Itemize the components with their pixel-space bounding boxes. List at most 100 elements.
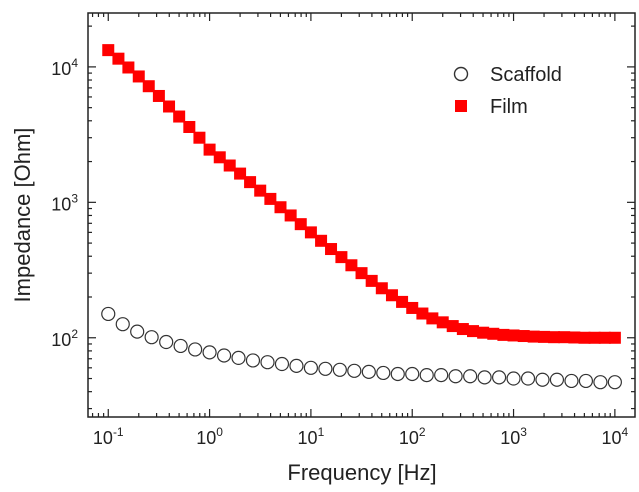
data-point-scaffold [491,370,507,385]
data-point-scaffold [549,372,565,387]
data-point-film [497,328,510,341]
data-point-scaffold [318,361,333,376]
data-point-film [588,331,601,344]
y-tick-label: 102 [51,327,78,350]
data-point-film [274,201,287,214]
data-point-film [102,44,115,57]
data-point-scaffold [477,370,492,385]
x-tick-label: 102 [399,425,426,448]
data-point-film [193,131,206,144]
data-point-scaffold [361,364,376,379]
data-point-scaffold [405,366,420,382]
data-point-scaffold [231,350,246,366]
data-point-film [335,251,348,264]
data-point-scaffold [434,368,449,383]
data-point-film [578,331,591,344]
data-point-film [487,327,500,340]
data-point-scaffold [463,369,478,384]
data-point-film [132,70,145,83]
data-point-scaffold [347,363,362,378]
data-point-film [315,234,328,247]
x-tick-label: 101 [298,425,325,448]
x-tick-label: 104 [602,425,629,448]
data-point-film [527,330,540,343]
data-point-scaffold [216,348,232,363]
data-point-film [142,80,155,93]
data-point-scaffold [593,375,608,390]
data-point-scaffold [448,369,463,384]
data-point-film [558,331,571,344]
data-point-film [477,326,490,339]
data-point-scaffold [202,345,217,360]
data-point-film [467,325,480,338]
data-point-scaffold [520,371,536,386]
data-point-film [244,176,257,189]
data-point-film [325,243,338,256]
data-point-film [598,331,611,344]
y-tick-label: 103 [51,191,78,214]
data-point-scaffold [159,334,174,350]
data-point-scaffold [419,368,434,383]
data-point-scaffold [564,373,579,389]
data-point-film [538,330,551,343]
data-point-film [213,151,226,164]
data-point-film [548,331,561,344]
legend-scaffold-label: Scaffold [490,64,562,86]
data-point-film [183,120,196,133]
data-point-film [456,323,469,336]
data-point-scaffold [188,342,203,357]
data-point-film [173,110,186,123]
series-layer [101,44,622,390]
data-point-film [345,259,358,272]
data-point-film [203,143,216,156]
data-point-scaffold [607,375,622,390]
data-point-scaffold [260,355,275,370]
data-point-film [152,89,165,102]
series-film [102,44,621,344]
data-point-film [385,289,398,302]
data-point-scaffold [303,360,319,375]
data-point-film [355,267,368,280]
data-point-scaffold [144,330,159,345]
data-point-film [365,274,378,287]
legend: Scaffold Film [453,64,562,118]
data-point-film [396,295,409,308]
data-point-scaffold [332,362,347,377]
data-point-scaffold [245,353,261,368]
data-point-film [517,330,530,343]
data-point-scaffold [274,356,290,372]
data-point-scaffold [101,306,116,322]
data-point-film [426,312,439,325]
data-point-film [416,307,429,320]
data-point-film [294,218,307,231]
data-point-film [406,301,419,314]
data-point-film [436,316,449,329]
data-point-scaffold [535,372,550,387]
y-axis-title: Impedance [Ohm] [10,128,35,303]
x-tick-label: 10-1 [93,425,124,448]
data-point-scaffold [115,317,130,332]
data-point-scaffold [578,373,594,389]
legend-film-label: Film [490,96,528,118]
data-point-film [223,159,236,172]
data-point-film [163,100,176,113]
data-point-film [375,282,388,295]
data-point-film [304,226,317,239]
data-point-scaffold [376,365,391,381]
y-axis-ticks: 102 103 104 [51,25,635,410]
data-point-film [264,192,277,205]
data-point-scaffold [289,358,304,373]
x-tick-label: 100 [196,425,223,448]
data-point-film [254,184,267,197]
legend-film-marker [455,100,467,112]
data-point-film [122,61,135,74]
legend-scaffold-marker [453,66,469,82]
data-point-scaffold [173,338,188,354]
y-tick-label: 104 [51,56,78,79]
data-point-scaffold [506,371,521,386]
data-point-film [446,320,459,333]
data-point-film [507,329,520,342]
x-axis-ticks: 10-1 100 101 102 103 104 [91,13,629,448]
data-point-film [234,167,247,180]
